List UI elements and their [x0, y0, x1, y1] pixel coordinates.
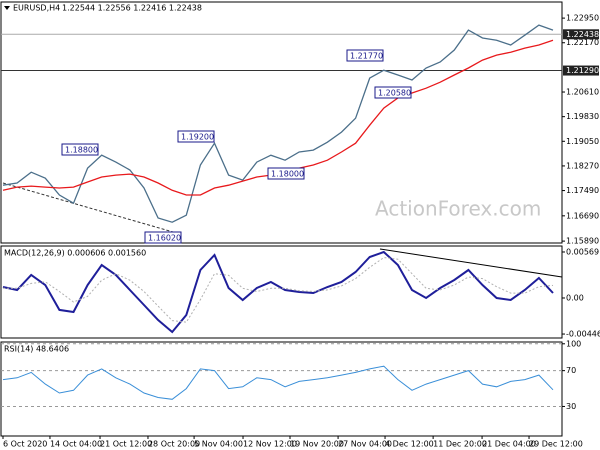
x-tick-label: 21 Oct 12:00 — [100, 440, 152, 449]
level-label: 1.22438 — [566, 30, 599, 39]
y-tick-label: 1.16690 — [566, 211, 599, 220]
series-line — [2, 24, 554, 223]
x-tick-label: 5 Nov 04:00 — [194, 440, 243, 449]
y-tick-label: 1.19830 — [566, 112, 599, 121]
annotation-box — [177, 130, 215, 143]
annotation: 1.21770 — [350, 52, 383, 61]
annotation: 1.18000 — [271, 170, 304, 179]
level-box — [563, 65, 599, 76]
y-tick-label: 70 — [566, 366, 576, 375]
y-tick-label: 1.17490 — [566, 186, 599, 195]
x-tick-label: 11 Dec 20:00 — [433, 440, 487, 449]
trend-line — [2, 182, 181, 235]
annotation-box — [374, 86, 412, 99]
panel-frame — [0, 1, 563, 244]
y-tick-label: 0.00 — [566, 293, 584, 302]
level-label: 1.21290 — [566, 66, 599, 75]
x-tick-label: 6 Oct 2020 — [3, 440, 47, 449]
x-tick-label: 4 Dec 12:00 — [385, 440, 434, 449]
watermark: ActionForex.com — [375, 197, 541, 221]
symbol-arrow — [4, 6, 10, 10]
panel-title: RSI(14) 48.6406 — [4, 345, 69, 354]
annotation: 1.18800 — [65, 146, 98, 155]
level-box — [563, 29, 599, 40]
y-tick-label: 1.19050 — [566, 137, 599, 146]
annotation-box — [144, 231, 182, 244]
annotation-box — [61, 143, 99, 156]
annotation: 1.20580 — [378, 89, 411, 98]
y-tick-label: 100 — [566, 339, 581, 348]
trend-line — [379, 248, 563, 278]
y-tick-label: 1.15890 — [566, 237, 599, 246]
x-tick-label: 14 Oct 04:00 — [50, 440, 102, 449]
annotation-box — [346, 49, 384, 62]
y-tick-label: 30 — [566, 402, 576, 411]
x-tick-label: 12 Nov 12:00 — [243, 440, 297, 449]
y-tick-label: 1.18270 — [566, 161, 599, 170]
y-tick-label: -0.00446 — [566, 330, 600, 339]
y-tick-label: 0.00569 — [566, 247, 599, 256]
annotation-box — [267, 167, 305, 180]
annotation: 1.19200 — [181, 133, 214, 142]
symbol: EURUSD,H4 — [13, 4, 60, 13]
series-line — [2, 365, 554, 400]
x-tick-label: 28 Oct 20:00 — [148, 440, 200, 449]
x-tick-label: 21 Dec 04:00 — [482, 440, 536, 449]
y-tick-label: 1.20610 — [566, 88, 599, 97]
y-tick-label: 1.22950 — [566, 14, 599, 23]
x-tick-label: 19 Nov 20:00 — [290, 440, 344, 449]
annotation: 1.16020 — [148, 234, 181, 243]
series-line — [2, 250, 554, 334]
x-tick-label: 29 Dec 12:00 — [529, 440, 583, 449]
y-tick-label: 1.22170 — [566, 38, 599, 47]
panel-title: MACD(12,26,9) 0.000606 0.001560 — [4, 249, 146, 258]
panel-frame — [0, 341, 563, 437]
ohlc: 1.22544 1.22556 1.22416 1.22438 — [62, 4, 202, 13]
panel-frame — [0, 245, 563, 339]
x-tick-label: 27 Nov 04:00 — [338, 440, 392, 449]
